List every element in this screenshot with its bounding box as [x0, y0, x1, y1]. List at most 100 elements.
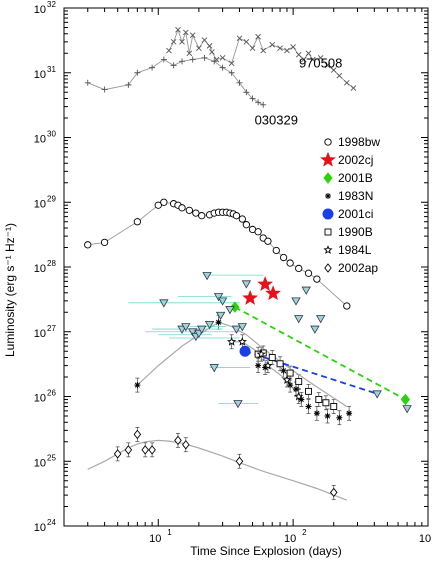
legend-item: 1990B — [324, 225, 373, 239]
legend-label: 1990B — [338, 225, 373, 239]
marker-shape — [315, 396, 323, 403]
data-point-1990B — [268, 354, 276, 361]
marker-shape — [343, 302, 351, 310]
data-point-1984L — [237, 336, 247, 346]
y-tick-label: 10 — [34, 263, 46, 275]
data-point-1990B — [330, 403, 338, 410]
marker-shape — [317, 55, 324, 61]
data-point-upper-limits — [209, 364, 219, 373]
marker-shape — [170, 39, 177, 45]
marker-shape — [310, 56, 316, 63]
marker-shape — [201, 54, 208, 61]
fit-line — [234, 306, 406, 401]
marker-shape — [324, 62, 331, 69]
marker-shape — [179, 39, 185, 45]
marker-shape — [329, 487, 338, 498]
legend-item: 1998bw — [324, 135, 380, 149]
data-point-970508 — [206, 43, 213, 49]
data-point-2002ap — [133, 429, 142, 440]
data-point-1998bw — [264, 237, 272, 245]
marker-shape — [265, 285, 281, 301]
marker-shape — [166, 47, 172, 54]
data-point-030329 — [160, 56, 167, 63]
marker-shape — [268, 354, 276, 361]
data-point-upper-limits — [231, 325, 242, 334]
legend-marker — [322, 208, 334, 220]
data-point-upper-limits — [225, 306, 235, 315]
data-point-1984L — [263, 360, 273, 370]
marker-shape — [178, 204, 186, 212]
marker-shape — [284, 47, 290, 54]
data-point-upper-limits — [159, 299, 169, 308]
marker-shape — [133, 429, 142, 440]
legend-label: 2001B — [338, 171, 373, 185]
y-tick-label: 10 — [34, 522, 46, 534]
legend-label: 2001ci — [338, 207, 373, 221]
y-tick-label: 10 — [34, 328, 46, 340]
marker-shape — [320, 151, 336, 167]
data-point-2002ap — [182, 440, 190, 450]
legend-item: 2001ci — [322, 207, 373, 221]
marker-shape — [160, 56, 167, 63]
marker-shape — [228, 69, 235, 76]
data-point-upper-limits — [372, 390, 382, 399]
marker-shape — [242, 221, 251, 229]
data-point-1998bw — [192, 209, 200, 217]
data-point-2002cj — [242, 289, 258, 305]
data-point-030329 — [219, 64, 226, 71]
marker-shape — [231, 325, 242, 334]
marker-shape — [287, 382, 294, 389]
data-point-upper-limits — [294, 315, 304, 324]
data-point-970508 — [189, 32, 196, 39]
marker-shape — [196, 45, 202, 51]
marker-shape — [255, 33, 261, 40]
marker-shape — [276, 360, 284, 368]
data-point-2002ap — [141, 445, 149, 455]
marker-shape — [236, 79, 243, 86]
data-point-030329 — [228, 69, 235, 76]
data-point-1998bw — [279, 253, 288, 262]
marker-shape — [227, 336, 237, 346]
marker-shape — [324, 263, 332, 273]
y-tick-exp: 24 — [47, 518, 56, 527]
marker-shape — [257, 276, 273, 292]
marker-shape — [343, 79, 350, 86]
data-point-1998bw — [304, 269, 313, 277]
data-point-1998bw — [313, 275, 321, 283]
legend-item: 2002ap — [324, 261, 378, 275]
data-point-2002ap — [329, 487, 338, 498]
marker-shape — [291, 297, 301, 306]
data-point-1983N — [324, 412, 331, 419]
marker-shape — [185, 206, 193, 214]
data-point-1998bw — [198, 212, 206, 220]
y-tick-label: 10 — [34, 457, 46, 469]
marker-shape — [113, 449, 122, 459]
data-point-970508 — [166, 47, 172, 54]
marker-shape — [350, 85, 357, 91]
data-point-970508 — [343, 79, 350, 86]
marker-shape — [294, 391, 304, 401]
marker-shape — [237, 323, 248, 332]
marker-shape — [279, 253, 288, 262]
data-point-030329 — [255, 99, 262, 106]
y-tick-exp: 29 — [47, 194, 56, 203]
data-point-2002cj — [265, 285, 281, 301]
marker-shape — [305, 403, 312, 410]
data-point-970508 — [228, 60, 235, 67]
data-point-1983N — [215, 319, 222, 326]
data-point-upper-limits — [233, 400, 243, 409]
marker-shape — [255, 362, 262, 369]
data-point-030329 — [149, 64, 156, 71]
legend-item: 1984L — [323, 243, 372, 257]
y-tick-label: 10 — [34, 4, 46, 16]
data-point-upper-limits — [217, 297, 228, 306]
marker-shape — [242, 289, 258, 305]
data-point-030329 — [236, 79, 243, 86]
marker-shape — [243, 39, 250, 45]
marker-shape — [189, 32, 196, 39]
data-point-upper-limits — [181, 323, 191, 332]
data-point-upper-limits — [215, 311, 226, 321]
data-point-upper-limits — [402, 405, 412, 414]
